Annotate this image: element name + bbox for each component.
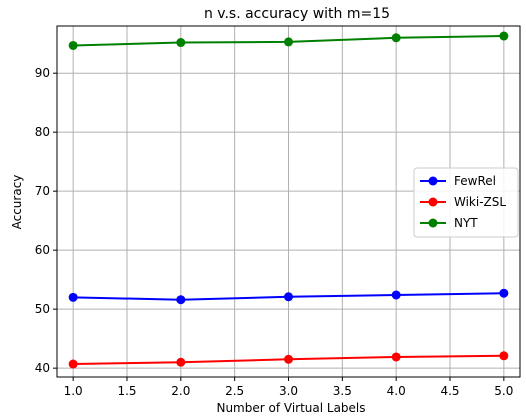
legend-item-nyt: NYT — [420, 216, 478, 230]
data-point-fewrel — [284, 292, 293, 302]
data-point-fewrel — [68, 292, 78, 302]
x-tick-label: 3.0 — [279, 384, 298, 398]
x-tick-label: 1.0 — [64, 384, 83, 398]
x-tick-label: 4.5 — [440, 384, 459, 398]
data-point-nyt — [176, 38, 186, 48]
x-tick-label: 4.0 — [387, 384, 406, 398]
x-tick-label: 2.0 — [171, 384, 190, 398]
y-tick-label: 70 — [35, 184, 50, 198]
series-nyt — [68, 31, 509, 50]
y-tick-label: 90 — [35, 66, 50, 80]
data-point-fewrel — [176, 295, 186, 305]
series-wiki-zsl — [68, 351, 509, 369]
legend: FewRel Wiki-ZSL NYT — [413, 167, 519, 238]
data-point-nyt — [68, 40, 78, 50]
series-layer — [68, 31, 509, 369]
y-axis-title: Accuracy — [10, 175, 24, 230]
data-point-wiki-zsl — [391, 352, 401, 362]
y-tick-label: 80 — [35, 125, 50, 139]
legend-marker — [428, 176, 438, 186]
data-point-wiki-zsl — [68, 359, 78, 369]
legend-box — [413, 167, 519, 238]
legend-item-wiki-zsl: Wiki-ZSL — [420, 195, 506, 209]
legend-marker — [428, 218, 438, 228]
x-tick-label: 2.5 — [225, 384, 244, 398]
chart-title: n v.s. accuracy with m=15 — [204, 6, 390, 22]
data-point-fewrel — [499, 288, 509, 298]
series-fewrel — [68, 288, 509, 305]
data-point-wiki-zsl — [499, 351, 509, 361]
y-tick-label: 60 — [35, 243, 50, 257]
data-point-wiki-zsl — [176, 357, 186, 367]
y-tick-label: 50 — [35, 302, 50, 316]
legend-marker — [428, 197, 438, 207]
data-point-wiki-zsl — [284, 354, 293, 364]
grid — [57, 26, 520, 377]
x-tick-label: 5.0 — [494, 384, 513, 398]
data-point-nyt — [499, 31, 509, 41]
legend-label: NYT — [454, 216, 478, 230]
x-axis-title: Number of Virtual Labels — [216, 401, 365, 415]
y-tick-label: 40 — [35, 361, 50, 375]
x-tick-label: 3.5 — [333, 384, 352, 398]
data-point-fewrel — [391, 290, 401, 300]
data-point-nyt — [284, 37, 293, 47]
legend-label: Wiki-ZSL — [454, 195, 506, 209]
x-tick-label: 1.5 — [117, 384, 136, 398]
legend-label: FewRel — [454, 174, 496, 188]
data-point-nyt — [391, 33, 401, 43]
legend-item-fewrel: FewRel — [420, 174, 496, 188]
ticks: 1.0 1.5 2.0 2.5 3.0 3.5 4.0 4.5 5.0 40 50 60 70 80 90 — [35, 66, 514, 398]
